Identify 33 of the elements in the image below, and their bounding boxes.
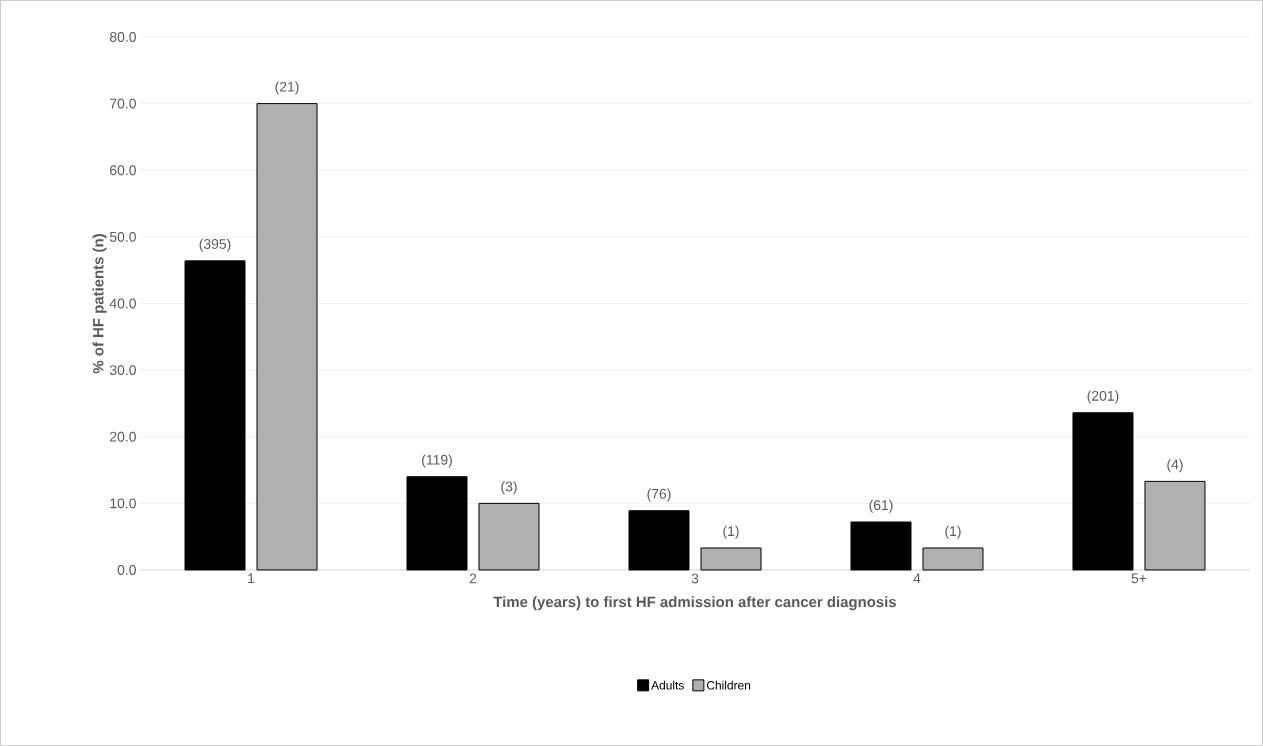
bar — [850, 521, 912, 571]
annotation: (395) — [199, 238, 231, 252]
x-axis-title: Time (years) to first HF admission after cancer diagnosis — [493, 596, 897, 611]
x-tick-label: 2 — [469, 573, 477, 584]
annotation: (21) — [275, 81, 299, 95]
annotation: (119) — [422, 454, 452, 468]
bar — [406, 476, 468, 571]
annotation: (3) — [501, 481, 517, 495]
y-tick-label: 50.0 — [109, 231, 136, 242]
x-tick-label: 3 — [691, 573, 699, 584]
y-tick-label: 0.0 — [117, 565, 136, 575]
bar — [1072, 412, 1134, 571]
y-tick-label: 40.0 — [109, 298, 136, 309]
y-tick-label: 30.0 — [109, 365, 136, 376]
annotation: (61) — [869, 499, 893, 513]
annotation: (4) — [1167, 459, 1183, 473]
bar — [184, 260, 246, 571]
bar — [628, 510, 690, 571]
x-tick-label: 5+ — [1131, 573, 1147, 584]
legend-label: Children — [706, 680, 751, 690]
y-tick-label: 70.0 — [110, 98, 136, 109]
y-axis-title: % of HF patients (n) — [92, 234, 107, 374]
y-tick-label: 20.0 — [110, 431, 136, 442]
x-tick-label: 4 — [913, 573, 921, 584]
legend-label: Adults — [651, 680, 684, 690]
annotation: (1) — [945, 525, 961, 539]
annotation: (76) — [647, 488, 671, 502]
annotation: (1) — [723, 525, 739, 539]
y-tick-label: 60.0 — [110, 165, 136, 176]
annotation: (201) — [1087, 390, 1119, 404]
x-tick-label: 1 — [248, 573, 255, 584]
y-tick-label: 80.0 — [109, 32, 136, 42]
y-tick-label: 10.0 — [110, 498, 136, 509]
